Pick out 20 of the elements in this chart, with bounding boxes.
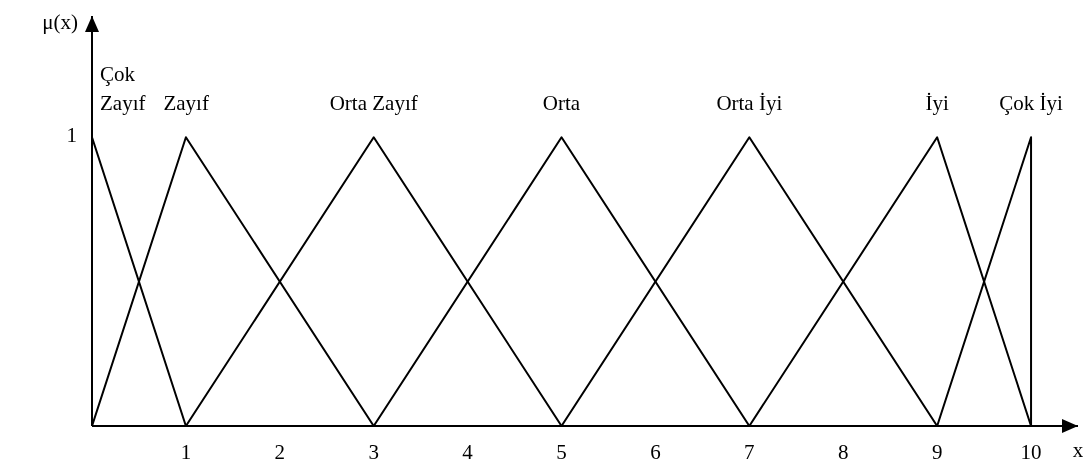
series-label: Orta <box>542 91 581 116</box>
x-tick-label: 2 <box>274 439 286 464</box>
x-tick-label: 6 <box>650 439 661 464</box>
x-tick-label: 7 <box>744 439 755 464</box>
series-label: Zayıf <box>163 91 209 116</box>
x-axis-title: x <box>1072 437 1084 462</box>
series-label: Orta İyi <box>716 91 783 116</box>
x-tick-label: 10 <box>1020 439 1042 464</box>
series-label: Çok Zayıf <box>100 62 146 116</box>
x-tick-label: 9 <box>931 439 943 464</box>
x-tick-label: 4 <box>462 439 474 464</box>
series-label: Orta Zayıf <box>329 91 418 116</box>
annotation: 1 <box>66 123 77 148</box>
y-axis-title: μ(x) <box>42 9 78 34</box>
x-tick-label: 1 <box>180 439 192 464</box>
x-tick-label: 3 <box>368 439 379 464</box>
x-tick-label: 8 <box>837 439 849 464</box>
series-label: Çok İyi <box>999 91 1064 116</box>
x-tick-label: 5 <box>556 439 567 464</box>
series-label: İyi <box>925 91 949 116</box>
